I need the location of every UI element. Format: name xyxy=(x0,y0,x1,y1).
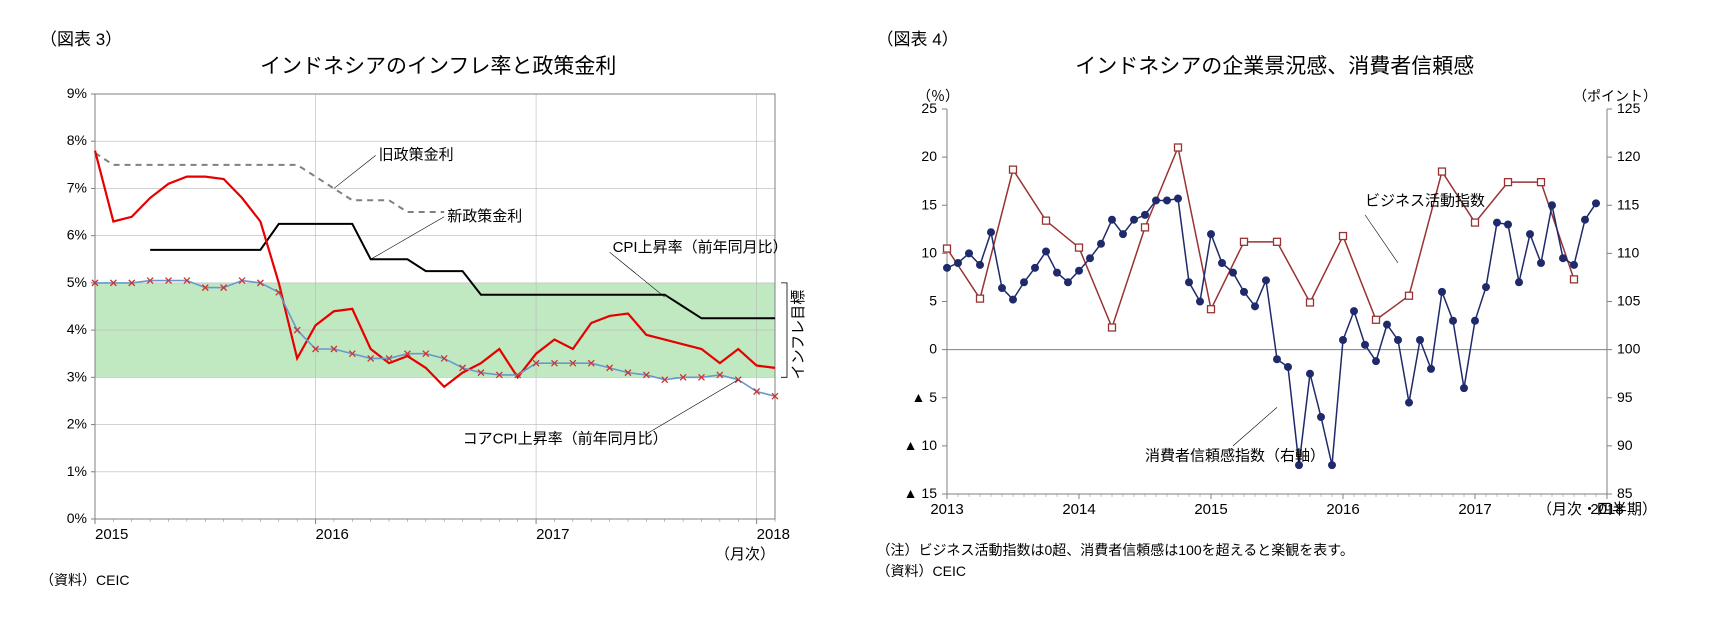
chart3-svg: 0% 1% 2% 3% 4% 5% 6% 7% 8% 9% 2015 2016 2017 2018 旧政策金… xyxy=(40,84,830,564)
svg-text:（ポイント）: （ポイント） xyxy=(1573,88,1657,104)
svg-text:コアCPI上昇率（前年同月比）: コアCPI上昇率（前年同月比） xyxy=(463,430,668,447)
svg-text:90: 90 xyxy=(1617,437,1633,453)
svg-text:2%: 2% xyxy=(67,416,87,432)
svg-text:4%: 4% xyxy=(67,321,87,337)
svg-text:0%: 0% xyxy=(67,510,87,526)
svg-text:2017: 2017 xyxy=(536,526,569,543)
svg-text:5: 5 xyxy=(929,293,937,309)
svg-text:0: 0 xyxy=(929,341,937,357)
svg-text:CPI上昇率（前年同月比）: CPI上昇率（前年同月比） xyxy=(613,239,788,256)
chart4-svg: ▲ 15▲ 10▲ 505101520258590951001051101151… xyxy=(877,84,1667,534)
chart3-source: （資料）CEIC xyxy=(40,571,837,590)
svg-text:115: 115 xyxy=(1617,196,1640,212)
svg-text:2017: 2017 xyxy=(1458,501,1491,518)
chart4-note: （注）ビジネス活動指数は0超、消費者信頼感は100を超えると楽観を表す。 xyxy=(877,541,1674,560)
svg-text:▲ 10: ▲ 10 xyxy=(903,437,937,453)
svg-text:ビジネス活動指数: ビジネス活動指数 xyxy=(1365,192,1485,209)
svg-text:2015: 2015 xyxy=(95,526,128,543)
svg-text:2015: 2015 xyxy=(1194,501,1227,518)
svg-text:7%: 7% xyxy=(67,179,87,195)
svg-text:120: 120 xyxy=(1617,148,1641,164)
svg-text:（％）: （％） xyxy=(917,88,959,104)
chart4-figlabel: （図表 4） xyxy=(877,25,1674,50)
svg-text:（月次・四半期）: （月次・四半期） xyxy=(1536,501,1656,518)
svg-text:10: 10 xyxy=(921,244,937,260)
svg-text:インフレ目標: インフレ目標 xyxy=(790,290,807,380)
svg-text:2016: 2016 xyxy=(316,526,349,543)
svg-text:（月次）: （月次） xyxy=(715,546,775,563)
chart4-title: インドネシアの企業景況感、消費者信頼感 xyxy=(877,50,1674,80)
svg-text:105: 105 xyxy=(1617,293,1641,309)
svg-text:新政策金利: 新政策金利 xyxy=(447,208,522,225)
chart-3-panel: （図表 3） インドネシアのインフレ率と政策金利 0% 1% 2% 3% 4% 5% 6% 7… xyxy=(40,25,837,590)
svg-text:▲ 15: ▲ 15 xyxy=(903,485,937,501)
svg-text:2016: 2016 xyxy=(1326,501,1359,518)
svg-text:95: 95 xyxy=(1617,389,1633,405)
svg-text:▲ 5: ▲ 5 xyxy=(911,389,937,405)
svg-text:9%: 9% xyxy=(67,85,87,101)
svg-text:85: 85 xyxy=(1617,485,1633,501)
svg-text:6%: 6% xyxy=(67,227,87,243)
svg-text:消費者信頼感指数（右軸）: 消費者信頼感指数（右軸） xyxy=(1145,447,1325,464)
chart-4-panel: （図表 4） インドネシアの企業景況感、消費者信頼感 ▲ 15 ▲ 10 ▲ 5 0 5… xyxy=(877,25,1674,590)
svg-text:3%: 3% xyxy=(67,368,87,384)
svg-text:8%: 8% xyxy=(67,132,87,148)
svg-text:100: 100 xyxy=(1617,341,1641,357)
svg-text:旧政策金利: 旧政策金利 xyxy=(379,146,454,163)
chart4-source: （資料）CEIC xyxy=(877,562,1674,581)
svg-text:15: 15 xyxy=(921,196,937,212)
svg-text:2013: 2013 xyxy=(930,501,963,518)
svg-text:2014: 2014 xyxy=(1062,501,1095,518)
chart3-figlabel: （図表 3） xyxy=(40,25,837,50)
svg-text:2018: 2018 xyxy=(757,526,790,543)
chart3-title: インドネシアのインフレ率と政策金利 xyxy=(40,50,837,80)
svg-text:5%: 5% xyxy=(67,274,87,290)
svg-text:20: 20 xyxy=(921,148,937,164)
svg-text:110: 110 xyxy=(1617,244,1640,260)
svg-text:1%: 1% xyxy=(67,463,87,479)
